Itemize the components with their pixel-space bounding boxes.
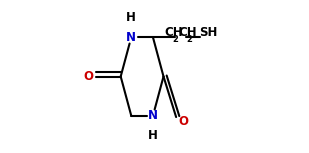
Text: H: H	[148, 129, 158, 142]
Text: O: O	[178, 115, 188, 128]
Text: N: N	[148, 109, 158, 122]
Text: CH: CH	[179, 26, 197, 39]
Text: N: N	[126, 31, 136, 44]
Text: H: H	[126, 11, 136, 24]
Text: O: O	[83, 70, 93, 83]
Text: 2: 2	[186, 35, 192, 44]
Text: 2: 2	[172, 35, 178, 44]
Text: SH: SH	[200, 26, 218, 39]
Text: CH: CH	[164, 26, 183, 39]
